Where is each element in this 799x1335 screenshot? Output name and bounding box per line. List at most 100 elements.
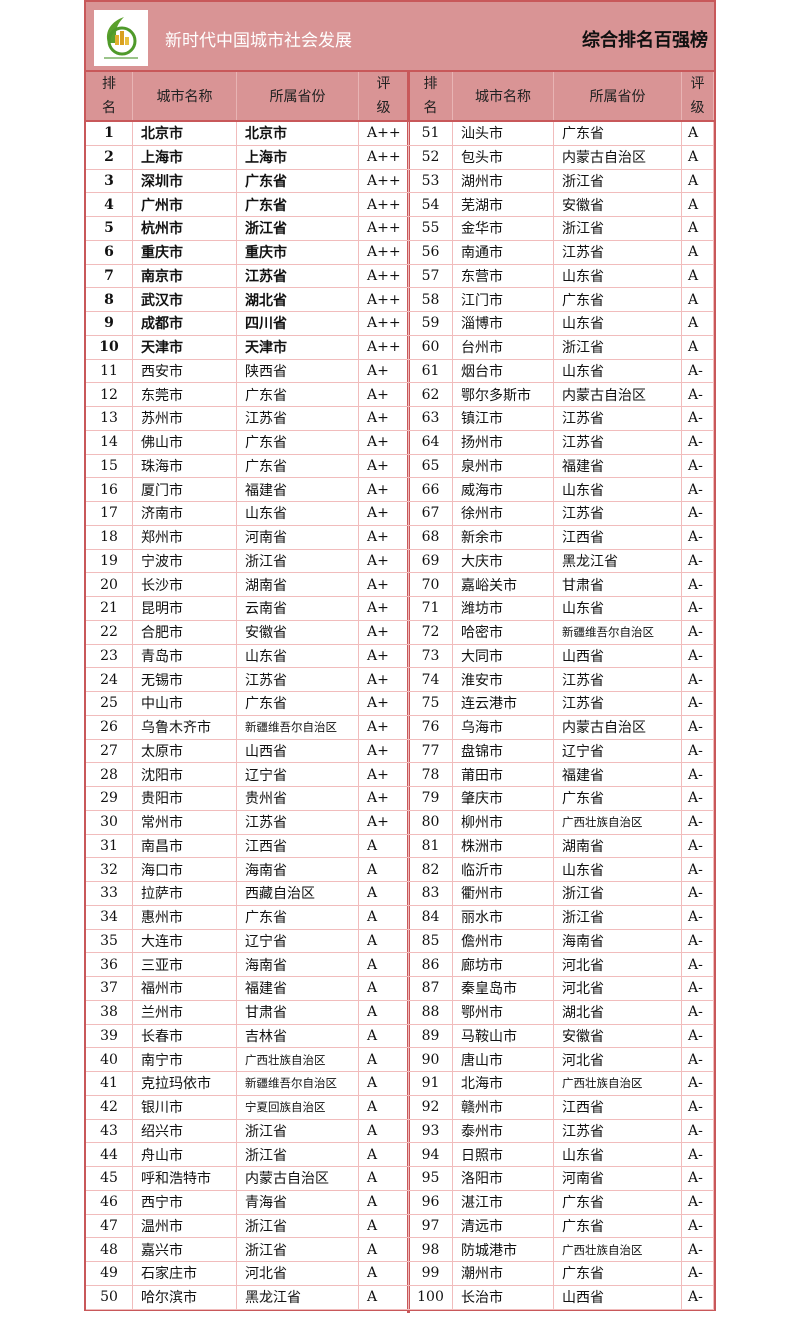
province-cell: 福建省 [554, 763, 682, 786]
rank-cell: 56 [409, 240, 453, 264]
city-cell: 三亚市 [133, 953, 237, 976]
grade-cell: A- [682, 525, 714, 549]
city-cell: 长沙市 [133, 573, 237, 596]
province-cell: 山东省 [554, 312, 682, 335]
city-cell: 拉萨市 [133, 882, 237, 905]
rank-cell: 77 [409, 739, 453, 763]
city-cell: 武汉市 [133, 288, 237, 311]
grade-cell: A [359, 1000, 409, 1024]
grade-cell: A- [682, 1095, 714, 1119]
grade-cell: A++ [359, 145, 409, 169]
rank-cell: 91 [409, 1072, 453, 1095]
column-header-province: 所属省份 [237, 72, 359, 120]
table-row: 4 广州市 广东省 A++ 54 芜湖市 安徽省 A [86, 193, 714, 217]
grade-cell: A- [682, 620, 714, 644]
province-cell: 内蒙古自治区 [554, 715, 682, 739]
city-cell: 莆田市 [453, 763, 554, 786]
grade-cell: A- [682, 1024, 714, 1048]
city-cell: 湖州市 [453, 169, 554, 193]
city-cell: 潮州市 [453, 1262, 554, 1285]
province-cell: 浙江省 [237, 1119, 359, 1143]
province-cell: 甘肃省 [554, 573, 682, 596]
grade-cell: A- [682, 810, 714, 834]
grade-cell: A- [682, 787, 714, 810]
city-cell: 南宁市 [133, 1048, 237, 1071]
city-cell: 东营市 [453, 264, 554, 288]
province-cell: 青海省 [237, 1190, 359, 1214]
grade-cell: A++ [359, 169, 409, 193]
table-row: 45 呼和浩特市 内蒙古自治区 A 95 洛阳市 河南省 A- [86, 1167, 714, 1191]
province-cell: 浙江省 [554, 335, 682, 359]
rank-cell: 52 [409, 145, 453, 169]
rank-cell: 69 [409, 549, 453, 573]
province-cell: 山东省 [554, 264, 682, 288]
city-cell: 大同市 [453, 644, 554, 668]
city-cell: 儋州市 [453, 929, 554, 953]
city-cell: 克拉玛依市 [133, 1072, 237, 1095]
grade-cell: A+ [359, 430, 409, 454]
rank-cell: 45 [86, 1167, 133, 1190]
grade-cell: A++ [359, 264, 409, 288]
city-cell: 广州市 [133, 193, 237, 216]
rank-cell: 38 [86, 1000, 133, 1024]
city-cell: 哈尔滨市 [133, 1285, 237, 1309]
rank-cell: 23 [86, 644, 133, 668]
province-cell: 山东省 [554, 359, 682, 383]
province-cell: 广东省 [237, 383, 359, 406]
rank-cell: 59 [409, 312, 453, 335]
grade-cell: A+ [359, 597, 409, 620]
city-cell: 北京市 [133, 122, 237, 145]
province-cell: 内蒙古自治区 [554, 383, 682, 406]
table-row: 35 大连市 辽宁省 A 85 儋州市 海南省 A- [86, 929, 714, 954]
city-cell: 嘉峪关市 [453, 573, 554, 596]
table-row: 31 南昌市 江西省 A 81 株洲市 湖南省 A- [86, 834, 714, 859]
rank-cell: 82 [409, 858, 453, 881]
column-header-char: 评 [690, 76, 705, 92]
city-cell: 大庆市 [453, 549, 554, 573]
grade-cell: A [359, 1143, 409, 1166]
city-cell: 洛阳市 [453, 1167, 554, 1190]
city-cell: 惠州市 [133, 905, 237, 929]
city-cell: 临沂市 [453, 858, 554, 881]
rank-cell: 15 [86, 454, 133, 478]
rank-cell: 88 [409, 1000, 453, 1024]
table-row: 10 天津市 天津市 A++ 60 台州市 浙江省 A [86, 335, 714, 360]
rank-cell: 14 [86, 430, 133, 454]
city-cell: 太原市 [133, 739, 237, 763]
rank-cell: 34 [86, 905, 133, 929]
rank-cell: 39 [86, 1024, 133, 1048]
province-cell: 浙江省 [237, 549, 359, 573]
city-cell: 株洲市 [453, 834, 554, 858]
grade-cell: A+ [359, 549, 409, 573]
province-cell: 江苏省 [237, 264, 359, 288]
city-cell: 防城港市 [453, 1238, 554, 1261]
banner-subtitle: 综合排名百强榜 [582, 30, 708, 51]
city-cell: 大连市 [133, 929, 237, 953]
grade-cell: A+ [359, 692, 409, 715]
city-cell: 柳州市 [453, 810, 554, 834]
province-cell: 黑龙江省 [237, 1285, 359, 1309]
rank-cell: 27 [86, 739, 133, 763]
table-row: 30 常州市 江苏省 A+ 80 柳州市 广西壮族自治区 A- [86, 810, 714, 835]
column-header-char: 排 [102, 76, 116, 92]
grade-cell: A [359, 858, 409, 881]
rank-cell: 90 [409, 1048, 453, 1071]
city-cell: 厦门市 [133, 478, 237, 501]
grade-cell: A- [682, 573, 714, 596]
rank-cell: 64 [409, 430, 453, 454]
rank-cell: 36 [86, 953, 133, 976]
province-cell: 广东省 [554, 787, 682, 810]
grade-cell: A+ [359, 644, 409, 668]
rank-cell: 78 [409, 763, 453, 786]
city-cell: 贵阳市 [133, 787, 237, 810]
grade-cell: A+ [359, 715, 409, 739]
city-cell: 重庆市 [133, 240, 237, 264]
grade-cell: A+ [359, 407, 409, 430]
city-cell: 泰州市 [453, 1119, 554, 1143]
table-row: 17 济南市 山东省 A+ 67 徐州市 江苏省 A- [86, 502, 714, 526]
rank-cell: 76 [409, 715, 453, 739]
column-header-char: 级 [690, 100, 705, 116]
city-cell: 鄂尔多斯市 [453, 383, 554, 406]
province-cell: 广西壮族自治区 [554, 1238, 682, 1261]
province-cell: 河北省 [554, 1048, 682, 1071]
